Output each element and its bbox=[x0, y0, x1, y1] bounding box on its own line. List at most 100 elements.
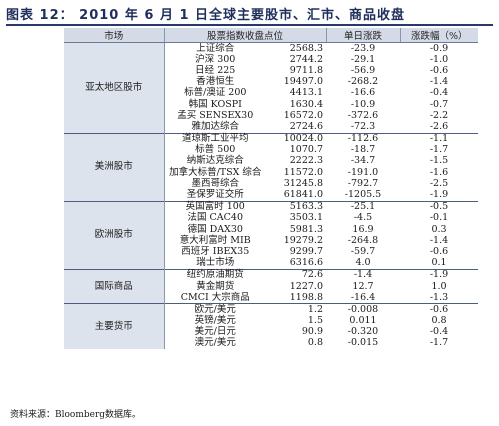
pct-value: -1.7 bbox=[429, 144, 449, 156]
close-value: 16572.0 bbox=[283, 109, 323, 121]
pct-value: -1.4 bbox=[429, 76, 449, 88]
region-label: 主要货币 bbox=[64, 303, 165, 350]
change-value: -792.7 bbox=[347, 177, 379, 189]
table-row: 香港恒生 19497.0 -268.2 -1.4 bbox=[64, 77, 478, 88]
instrument-name: 韩国 KOSPI bbox=[188, 98, 242, 110]
instrument-name: 瑞士市场 bbox=[196, 257, 235, 269]
change-value: -16.4 bbox=[350, 291, 376, 303]
pct-value: 0.3 bbox=[431, 223, 447, 235]
close-value: 9711.8 bbox=[289, 64, 323, 76]
change-value: -59.7 bbox=[350, 245, 376, 257]
change-value: -0.015 bbox=[347, 337, 379, 349]
instrument-name: 上证综合 bbox=[164, 42, 266, 55]
region-label: 亚太地区股市 bbox=[64, 42, 165, 133]
change-value: -0.320 bbox=[347, 326, 379, 338]
pct-value: -0.4 bbox=[429, 326, 449, 338]
instrument-name: 标普 500 bbox=[195, 144, 236, 156]
change-value: -34.7 bbox=[350, 155, 376, 167]
change-value: 16.9 bbox=[352, 223, 374, 235]
table-row: 纳斯达克综合 2222.3 -34.7 -1.5 bbox=[64, 156, 478, 167]
instrument-name: 标普/澳证 200 bbox=[184, 87, 247, 99]
pct-value: -2.5 bbox=[429, 177, 449, 189]
header-change: 单日涨跌 bbox=[326, 28, 401, 43]
pct-value: -2.6 bbox=[429, 120, 449, 132]
change-value: -72.3 bbox=[350, 120, 376, 132]
instrument-name: 加拿大标普/TSX 综合 bbox=[169, 166, 262, 178]
change-value: -23.9 bbox=[326, 42, 400, 55]
market-table: 市场 股票指数收盘点位 单日涨跌 涨跌幅（%） 亚太地区股市 上证综合 2568.3… bbox=[64, 28, 478, 350]
table-row: 雅加达综合 2724.6 -72.3 -2.6 bbox=[64, 121, 478, 133]
pct-value: -1.1 bbox=[400, 132, 478, 145]
change-value: -268.2 bbox=[347, 76, 379, 88]
header-market: 市场 bbox=[64, 28, 165, 43]
pct-value: -1.9 bbox=[400, 268, 478, 281]
table-row: 孟买 SENSEX30 16572.0 -372.6 -2.2 bbox=[64, 110, 478, 121]
close-value: 2744.2 bbox=[289, 53, 323, 65]
close-value: 10024.0 bbox=[266, 132, 326, 145]
pct-value: -1.5 bbox=[429, 155, 449, 167]
change-value: -29.1 bbox=[350, 53, 376, 65]
instrument-name: CMCI 大宗商品 bbox=[180, 291, 250, 303]
close-value: 9299.7 bbox=[289, 245, 323, 257]
instrument-name: 香港恒生 bbox=[196, 76, 235, 88]
close-value: 1.5 bbox=[307, 315, 323, 327]
pct-value: -1.3 bbox=[429, 291, 449, 303]
change-value: -0.008 bbox=[326, 303, 400, 316]
change-value: -1205.5 bbox=[344, 189, 382, 201]
pct-value: -1.6 bbox=[429, 166, 449, 178]
instrument-name: 纳斯达克综合 bbox=[186, 155, 244, 167]
change-value: -112.6 bbox=[326, 132, 400, 145]
close-value: 1.2 bbox=[266, 303, 326, 316]
change-value: -264.8 bbox=[347, 234, 379, 246]
instrument-name: 英镑/美元 bbox=[194, 315, 236, 327]
table-row: 美元/日元 90.9 -0.320 -0.4 bbox=[64, 327, 478, 338]
instrument-name: 孟买 SENSEX30 bbox=[177, 109, 254, 121]
pct-value: -0.4 bbox=[429, 87, 449, 99]
change-value: -56.9 bbox=[350, 64, 376, 76]
table-row: 亚太地区股市 上证综合 2568.3 -23.9 -0.9 bbox=[64, 42, 478, 133]
pct-value: -0.1 bbox=[429, 212, 449, 224]
table-row: 澳元/美元 0.8 -0.015 -1.7 bbox=[64, 338, 478, 349]
change-value: -191.0 bbox=[347, 166, 379, 178]
close-value: 11572.0 bbox=[283, 166, 323, 178]
pct-value: -0.9 bbox=[400, 42, 478, 55]
instrument-name: 纽约原油期货 bbox=[164, 268, 266, 281]
instrument-name: 英国富时 100 bbox=[164, 200, 266, 213]
instrument-name: 法国 CAC40 bbox=[187, 212, 243, 224]
pct-value: -1.4 bbox=[429, 234, 449, 246]
close-value: 6316.6 bbox=[289, 257, 323, 269]
table-row: 加拿大标普/TSX 综合 11572.0 -191.0 -1.6 bbox=[64, 167, 478, 178]
close-value: 31245.8 bbox=[283, 177, 323, 189]
instrument-name: 德国 DAX30 bbox=[187, 223, 243, 235]
change-value: -1.4 bbox=[326, 268, 400, 281]
pct-value: -1.7 bbox=[429, 337, 449, 349]
table-row: 美洲股市 道琼斯工业平均 10024.0 -112.6 -1.1 bbox=[64, 132, 478, 202]
instrument-name: 圣保罗证交所 bbox=[186, 189, 244, 201]
close-value: 19279.2 bbox=[283, 234, 323, 246]
pct-value: 0.8 bbox=[431, 315, 447, 327]
table-row: 主要货币 欧元/美元 1.2 -0.008 -0.6 bbox=[64, 303, 478, 350]
instrument-name: 道琼斯工业平均 bbox=[164, 132, 266, 145]
table-row: 韩国 KOSPI 1630.4 -10.9 -0.7 bbox=[64, 99, 478, 110]
table-row: 欧洲股市 英国富时 100 5163.3 -25.1 -0.5 bbox=[64, 200, 478, 270]
region-label: 美洲股市 bbox=[64, 132, 165, 202]
close-value: 5163.3 bbox=[266, 200, 326, 213]
change-value: 12.7 bbox=[352, 280, 374, 292]
footnote: 资料来源：Bloomberg数据库。 bbox=[10, 410, 142, 420]
table-header-row: 市场 股票指数收盘点位 单日涨跌 涨跌幅（%） bbox=[64, 28, 478, 43]
instrument-name: 欧元/美元 bbox=[164, 303, 266, 316]
header-pct: 涨跌幅（%） bbox=[400, 28, 478, 43]
close-value: 1630.4 bbox=[289, 98, 323, 110]
pct-value: 0.1 bbox=[431, 257, 447, 269]
table-row: 法国 CAC40 3503.1 -4.5 -0.1 bbox=[64, 213, 478, 224]
pct-value: -0.6 bbox=[400, 303, 478, 316]
close-value: 5981.3 bbox=[289, 223, 323, 235]
table-row: 圣保罗证交所 61841.0 -1205.5 -1.9 bbox=[64, 189, 478, 201]
instrument-name: 沪深 300 bbox=[195, 53, 236, 65]
pct-value: -1.0 bbox=[429, 53, 449, 65]
table-row: 沪深 300 2744.2 -29.1 -1.0 bbox=[64, 54, 478, 65]
change-value: -4.5 bbox=[353, 212, 373, 224]
instrument-name: 黄金期货 bbox=[196, 280, 235, 292]
change-value: -18.7 bbox=[350, 144, 376, 156]
close-value: 4413.1 bbox=[289, 87, 323, 99]
